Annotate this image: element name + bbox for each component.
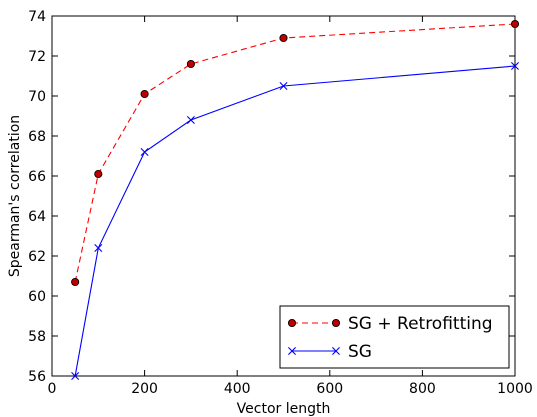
x-tick-label: 0	[48, 381, 57, 397]
y-axis-label: Spearman's correlation	[7, 115, 23, 277]
series-layer	[71, 19, 520, 380]
series-line	[74, 65, 516, 377]
y-tick-label: 60	[28, 289, 46, 305]
legend-box	[279, 305, 510, 369]
x-tick-label: 800	[409, 381, 436, 397]
data-point	[511, 62, 519, 70]
data-point	[140, 89, 149, 99]
y-tick-label: 68	[28, 129, 46, 145]
x-tick-label: 600	[316, 381, 343, 397]
data-point	[332, 347, 340, 355]
legend-label: SG	[348, 342, 372, 362]
y-tick-label: 56	[28, 369, 46, 385]
legend: SG + Retrofitting SG	[279, 305, 510, 369]
data-point	[71, 277, 80, 287]
data-point	[288, 347, 296, 355]
data-point	[186, 116, 195, 124]
data-point	[94, 169, 103, 179]
data-point	[279, 33, 288, 43]
data-point	[140, 148, 149, 156]
x-axis-label: Vector length	[237, 401, 331, 417]
legend-label: SG + Retrofitting	[348, 314, 493, 334]
series-1	[71, 62, 519, 380]
data-point	[71, 372, 80, 380]
y-tick-label: 74	[28, 9, 46, 25]
y-tick-label: 58	[28, 329, 46, 345]
data-point	[287, 318, 297, 328]
y-tick-label: 70	[28, 89, 46, 105]
x-tick-label: 400	[224, 381, 251, 397]
y-axis: 56 58 60 62 64 66 68 70 72 74	[28, 9, 515, 385]
series-line	[74, 23, 516, 283]
x-axis: 0 200 400 600 800 1000	[48, 16, 533, 397]
data-point	[331, 318, 341, 328]
data-point	[186, 59, 195, 69]
y-tick-label: 66	[28, 169, 46, 185]
y-tick-label: 62	[28, 249, 46, 265]
data-point	[279, 82, 288, 90]
y-tick-label: 72	[28, 49, 46, 65]
data-point	[510, 19, 520, 29]
x-tick-label: 1000	[497, 381, 533, 397]
data-point	[94, 244, 103, 252]
y-tick-label: 64	[28, 209, 46, 225]
x-tick-label: 200	[131, 381, 158, 397]
series-0	[71, 19, 520, 287]
